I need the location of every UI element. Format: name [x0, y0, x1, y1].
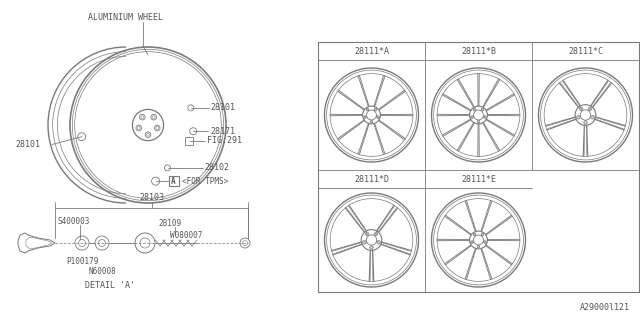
Text: W080007: W080007 [170, 230, 202, 239]
Text: 28101: 28101 [15, 140, 40, 149]
Text: ALUMINIUM WHEEL: ALUMINIUM WHEEL [88, 13, 163, 22]
Text: 28109: 28109 [158, 219, 181, 228]
Text: 28102: 28102 [205, 164, 230, 172]
Text: <FOR TPMS>: <FOR TPMS> [182, 177, 228, 186]
Text: N60008: N60008 [88, 267, 116, 276]
Bar [318, 42, 639, 292]
Text: 28111*D: 28111*D [354, 174, 389, 183]
Text: 28103: 28103 [139, 194, 164, 203]
Text: P100179: P100179 [66, 257, 98, 266]
Text: DETAIL 'A': DETAIL 'A' [85, 281, 135, 290]
Text: 28111*A: 28111*A [354, 46, 389, 55]
Text: 28111*C: 28111*C [568, 46, 603, 55]
Text: 28111*E: 28111*E [461, 174, 496, 183]
Text: A29000l121: A29000l121 [580, 303, 630, 313]
Text: 28171: 28171 [210, 127, 236, 136]
Text: S400003: S400003 [57, 217, 90, 226]
Text: A: A [172, 177, 176, 186]
Bar [168, 176, 179, 186]
Text: 28111*B: 28111*B [461, 46, 496, 55]
Text: 28101: 28101 [211, 103, 236, 112]
Text: FIG.291: FIG.291 [207, 136, 242, 145]
Bar [185, 137, 193, 145]
